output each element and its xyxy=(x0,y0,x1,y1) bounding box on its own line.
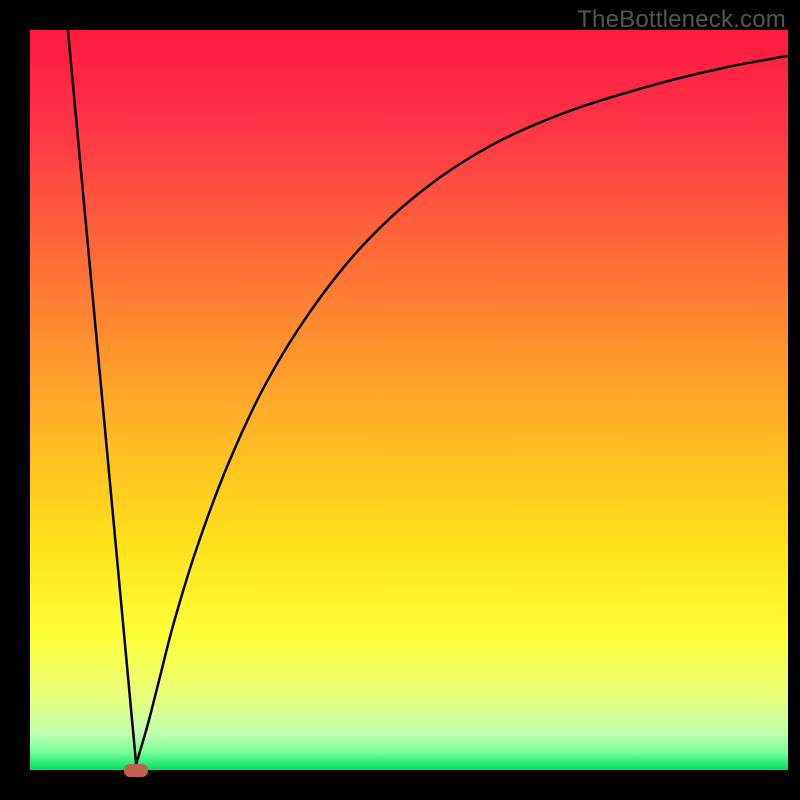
plot-area xyxy=(30,30,788,770)
optimum-marker xyxy=(124,764,148,777)
chart-canvas: TheBottleneck.com xyxy=(0,0,800,800)
gradient-background xyxy=(30,30,788,770)
watermark-text: TheBottleneck.com xyxy=(577,6,786,34)
